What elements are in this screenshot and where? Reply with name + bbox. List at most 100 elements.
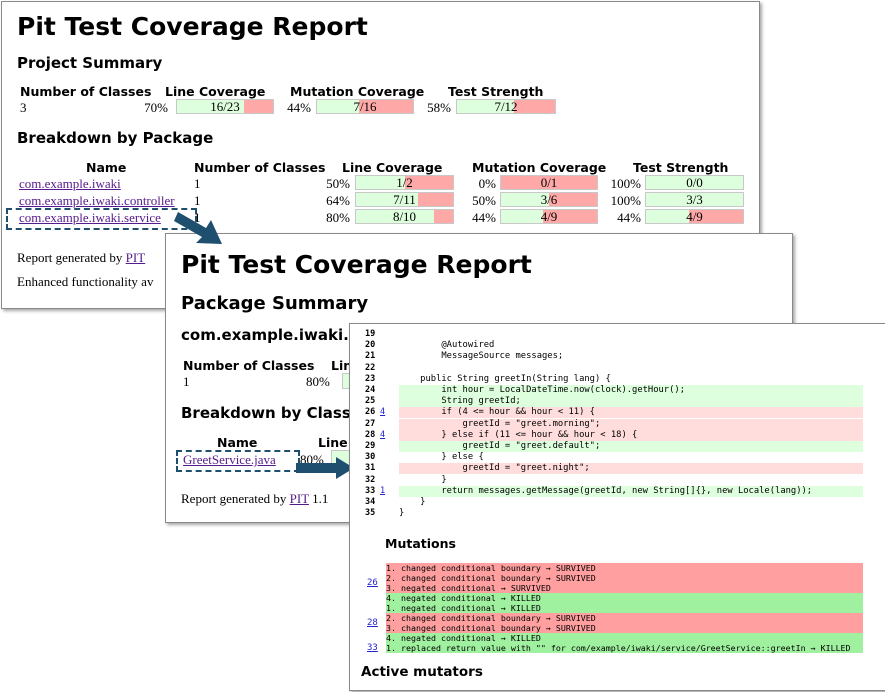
line-number: 31 xyxy=(365,463,376,474)
mutation-line-link[interactable]: 33 xyxy=(367,643,378,653)
source-line: 20 @Autowired xyxy=(365,340,863,351)
summary-strength-pct: 58% xyxy=(427,100,451,115)
table-cell: 44% xyxy=(472,210,496,225)
table-cell: 8/10 xyxy=(392,209,417,224)
source-text: } xyxy=(399,474,447,485)
mutation-row: 1. negated conditional → KILLED xyxy=(386,603,863,613)
table-cell: 1 xyxy=(194,176,201,191)
line-number: 22 xyxy=(365,362,376,373)
package-summary-heading: Package Summary xyxy=(181,293,369,314)
line-number: 35 xyxy=(365,508,376,519)
table-cell: 3/6 xyxy=(540,192,558,207)
breakdown-header-strength: Test Strength xyxy=(633,160,729,175)
table-cell: 7/11 xyxy=(393,192,416,207)
mutation-count-link[interactable]: 4 xyxy=(380,429,386,440)
source-text: } xyxy=(399,508,405,519)
table-cell: 44% xyxy=(617,210,641,225)
breakdown-class-heading: Breakdown by Class xyxy=(181,404,351,422)
project-report-panel: Pit Test Coverage Report Project Summary… xyxy=(1,1,760,309)
line-coverage-bar: 1/2 xyxy=(355,175,454,190)
package-link-service[interactable]: com.example.iwaki.service xyxy=(19,210,161,225)
table-cell: 50% xyxy=(326,176,350,191)
summary-header-line: Line Coverage xyxy=(165,84,266,99)
source-line: 25 String greetId; xyxy=(365,396,863,408)
table-cell: 50% xyxy=(472,193,496,208)
line-coverage-bar: 8/10 xyxy=(355,209,454,224)
test-strength-bar: 4/9 xyxy=(645,209,744,224)
mutation-row: 3. negated conditional → SURVIVED xyxy=(386,583,863,593)
arrow-icon xyxy=(296,457,354,479)
package-link-controller[interactable]: com.example.iwaki.controller xyxy=(19,193,175,208)
summary-line-bar: 16/23 xyxy=(176,99,274,114)
line-number: 20 xyxy=(365,340,376,351)
table-cell: 1 xyxy=(194,193,201,208)
source-line: 28 4 } else if (11 <= hour && hour < 18) … xyxy=(365,429,863,441)
source-line: 35} xyxy=(365,508,863,519)
table-cell: 100% xyxy=(610,193,641,208)
mutation-coverage-bar: 3/6 xyxy=(500,192,598,207)
package-link-iwaki[interactable]: com.example.iwaki xyxy=(19,176,121,191)
mutation-line-link[interactable]: 26 xyxy=(367,578,378,588)
summary-line-pct: 80% xyxy=(306,374,330,389)
breakdown-header-mutation: Mutation Coverage xyxy=(472,160,607,175)
summary-classes-value: 1 xyxy=(183,374,190,389)
mutation-line-link[interactable]: 28 xyxy=(367,618,378,628)
source-line: 31 greetId = "greet.night"; xyxy=(365,463,863,475)
pit-link[interactable]: PIT xyxy=(289,491,309,506)
mutation-count-link[interactable]: 1 xyxy=(380,485,386,496)
mutation-row: 4. negated conditional → KILLED xyxy=(386,633,863,643)
source-text: return messages.getMessage(greetId, new … xyxy=(399,485,863,497)
table-cell: 4/9 xyxy=(686,209,703,224)
mutation-row: 1. replaced return value with "" for com… xyxy=(386,643,863,653)
pit-link[interactable]: PIT xyxy=(125,250,146,265)
footer-generated: Report generated by PIT 1.1 xyxy=(181,491,328,507)
table-cell: 4/9 xyxy=(540,209,558,224)
mutation-coverage-bar: 4/9 xyxy=(500,209,598,224)
source-text: @Autowired xyxy=(399,340,495,351)
summary-header-strength: Test Strength xyxy=(448,84,544,99)
source-line: 21 MessageSource messages; xyxy=(365,351,863,362)
source-line: 30 } else { xyxy=(365,452,863,463)
line-number: 32 xyxy=(365,474,376,485)
summary-mutation-value: 7/16 xyxy=(353,99,377,114)
summary-header-line: Lin xyxy=(331,358,353,373)
table-cell: 1/2 xyxy=(396,175,413,190)
footer-enhanced: Enhanced functionality av xyxy=(17,274,154,289)
page-title: Pit Test Coverage Report xyxy=(181,250,532,279)
arrow-icon xyxy=(174,212,222,244)
line-number: 26 xyxy=(365,407,376,418)
package-name: com.example.iwaki.se xyxy=(181,326,368,344)
line-number: 34 xyxy=(365,497,376,507)
class-link-greetservice[interactable]: GreetService.java xyxy=(183,452,276,467)
summary-mutation-bar: 7/16 xyxy=(316,99,414,114)
table-cell: 100% xyxy=(610,176,641,191)
test-strength-bar: 3/3 xyxy=(645,192,744,207)
breakdown-header-classes: Number of Classes xyxy=(194,160,326,175)
line-number: 28 xyxy=(365,429,376,440)
line-number: 29 xyxy=(365,441,376,451)
summary-strength-value: 7/12 xyxy=(494,99,518,114)
breakdown-header-line: Line Coverage xyxy=(342,160,443,175)
mutations-heading: Mutations xyxy=(385,536,456,551)
line-number: 25 xyxy=(365,396,376,407)
table-cell: 1 xyxy=(194,210,201,225)
source-line: 26 4 if (4 <= hour && hour < 11) { xyxy=(365,407,863,419)
mutation-row: 3. changed conditional boundary → SURVIV… xyxy=(386,623,863,633)
source-text: greetId = "greet.morning"; xyxy=(399,418,863,430)
source-text xyxy=(399,363,863,374)
summary-line-value: 16/23 xyxy=(210,99,240,114)
source-text: } xyxy=(399,497,426,507)
test-strength-bar: 0/0 xyxy=(645,175,744,190)
source-line: 34 } xyxy=(365,497,863,508)
source-line: 27 greetId = "greet.morning"; xyxy=(365,418,863,430)
breakdown-heading: Breakdown by Package xyxy=(17,129,214,147)
line-number: 19 xyxy=(365,329,376,339)
table-cell: 0/1 xyxy=(540,175,558,190)
mutation-count-link[interactable]: 4 xyxy=(380,407,386,418)
summary-strength-bar: 7/12 xyxy=(456,99,556,114)
source-text: greetId = "greet.night"; xyxy=(399,463,863,475)
summary-header-classes: Number of Classes xyxy=(183,358,315,373)
line-number: 21 xyxy=(365,351,376,362)
source-text xyxy=(399,329,863,340)
table-cell: 0/0 xyxy=(686,175,703,190)
